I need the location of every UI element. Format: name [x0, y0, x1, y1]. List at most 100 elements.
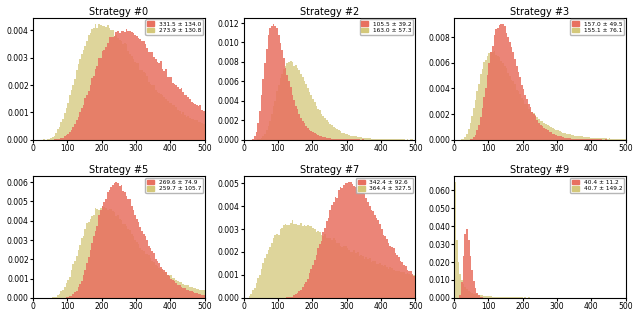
Bar: [124, 224, 125, 298]
Bar: [310, 226, 312, 298]
Bar: [463, 284, 465, 298]
Bar: [293, 66, 295, 140]
Bar: [562, 133, 564, 140]
Title: Strategy #3: Strategy #3: [510, 7, 570, 17]
Bar: [614, 139, 616, 140]
Bar: [336, 139, 338, 140]
Legend: 40.4 ± 11.2, 40.7 ± 149.2: 40.4 ± 11.2, 40.7 ± 149.2: [570, 178, 624, 193]
Bar: [400, 272, 401, 298]
Bar: [186, 94, 188, 140]
Bar: [473, 107, 475, 140]
Bar: [163, 270, 165, 298]
Bar: [502, 297, 504, 298]
Bar: [295, 294, 297, 298]
Bar: [461, 280, 463, 298]
Bar: [526, 104, 528, 140]
Bar: [478, 84, 480, 140]
Bar: [324, 228, 326, 298]
Bar: [518, 72, 519, 140]
Bar: [524, 104, 526, 140]
Bar: [266, 254, 268, 298]
Bar: [384, 139, 386, 140]
Bar: [297, 293, 298, 298]
Bar: [616, 139, 617, 140]
Bar: [480, 295, 481, 298]
Bar: [468, 291, 470, 298]
Bar: [345, 134, 346, 140]
Bar: [360, 137, 362, 140]
Bar: [134, 215, 136, 298]
Bar: [165, 273, 167, 298]
Bar: [125, 29, 127, 140]
Bar: [165, 272, 167, 298]
Bar: [364, 138, 365, 140]
Bar: [346, 248, 348, 298]
Bar: [71, 270, 72, 298]
Bar: [104, 207, 105, 298]
Bar: [95, 231, 97, 298]
Bar: [64, 113, 65, 140]
Bar: [524, 95, 526, 140]
Bar: [278, 35, 280, 140]
Bar: [379, 224, 381, 298]
Bar: [298, 291, 300, 298]
Bar: [547, 126, 548, 140]
Bar: [262, 263, 264, 298]
Bar: [129, 54, 131, 140]
Bar: [69, 296, 71, 298]
Bar: [403, 265, 405, 298]
Bar: [145, 254, 147, 298]
Bar: [290, 296, 292, 298]
Bar: [155, 259, 157, 298]
Bar: [381, 139, 383, 140]
Bar: [100, 211, 102, 298]
Bar: [288, 297, 290, 298]
Bar: [88, 35, 90, 140]
Bar: [556, 130, 557, 140]
Bar: [136, 36, 138, 140]
Bar: [500, 297, 502, 298]
Bar: [374, 139, 376, 140]
Bar: [65, 297, 67, 298]
Bar: [384, 265, 386, 298]
Bar: [184, 285, 186, 298]
Bar: [499, 24, 500, 140]
Bar: [77, 287, 79, 298]
Bar: [519, 297, 521, 298]
Bar: [358, 256, 360, 298]
Bar: [184, 95, 186, 140]
Bar: [310, 131, 312, 140]
Bar: [84, 46, 86, 140]
Bar: [569, 138, 571, 140]
Bar: [280, 229, 282, 298]
Bar: [335, 240, 336, 298]
Bar: [152, 251, 153, 298]
Bar: [531, 112, 533, 140]
Bar: [152, 261, 153, 298]
Bar: [193, 119, 195, 140]
Bar: [374, 261, 376, 298]
Bar: [157, 261, 158, 298]
Bar: [182, 284, 184, 298]
Bar: [401, 262, 403, 298]
Bar: [54, 297, 55, 298]
Bar: [478, 295, 480, 298]
Bar: [67, 103, 69, 140]
Bar: [177, 110, 179, 140]
Bar: [600, 138, 602, 140]
Bar: [131, 234, 132, 298]
Bar: [114, 212, 115, 298]
Bar: [191, 119, 193, 140]
Bar: [141, 250, 143, 298]
Bar: [360, 193, 362, 298]
Bar: [90, 32, 92, 140]
Bar: [518, 297, 519, 298]
Bar: [55, 133, 57, 140]
Bar: [312, 228, 314, 298]
Bar: [381, 265, 383, 298]
Bar: [173, 84, 175, 140]
Bar: [271, 114, 273, 140]
Bar: [357, 137, 358, 140]
Bar: [152, 52, 153, 140]
Bar: [88, 257, 90, 298]
